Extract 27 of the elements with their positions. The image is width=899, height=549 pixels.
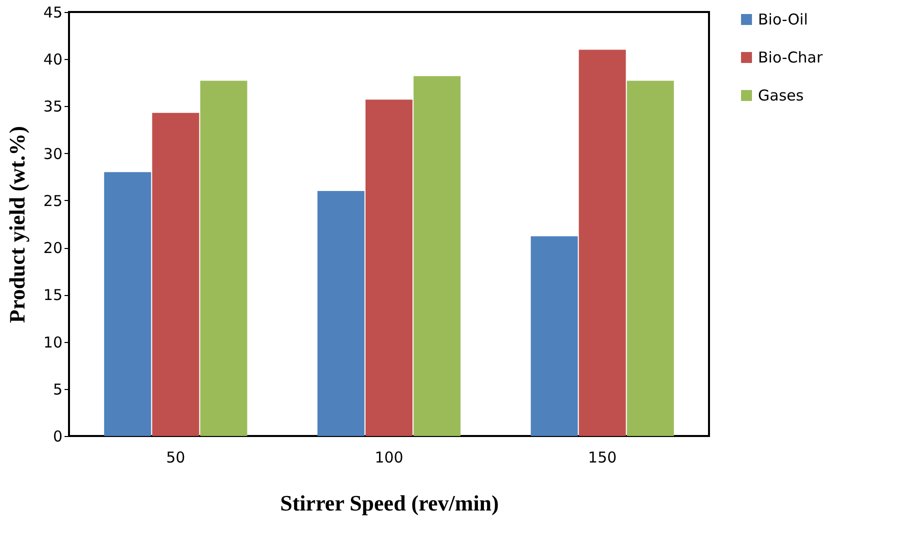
y-axis-title: Product yield (wt.%): [4, 126, 30, 323]
y-tick-label: 25: [43, 192, 62, 210]
bar: [200, 80, 248, 436]
bar: [317, 191, 364, 436]
bar: [414, 76, 461, 436]
x-tick-label: 100: [374, 448, 404, 466]
x-tick-label: 150: [588, 448, 617, 466]
bar: [104, 172, 152, 436]
y-tick-label: 40: [43, 50, 62, 69]
y-tick-label: 45: [43, 4, 62, 22]
y-tick-label: 10: [43, 333, 62, 352]
bar: [152, 112, 200, 436]
bar: [530, 236, 578, 436]
legend-label: Bio-Char: [758, 48, 824, 66]
y-tick-label: 30: [43, 144, 62, 163]
bar: [626, 80, 674, 436]
y-tick-label: 15: [43, 286, 62, 304]
x-axis-title: Stirrer Speed (rev/min): [280, 490, 499, 516]
bar: [366, 100, 412, 436]
y-tick-label: 0: [52, 428, 62, 446]
y-tick-label: 5: [52, 380, 62, 398]
y-tick-label: 20: [43, 239, 62, 258]
bar: [578, 50, 626, 436]
legend-label: Gases: [758, 86, 804, 104]
y-tick-label: 35: [43, 98, 62, 116]
x-tick-label: 50: [166, 448, 186, 466]
legend-label: Bio-Oil: [758, 10, 808, 28]
